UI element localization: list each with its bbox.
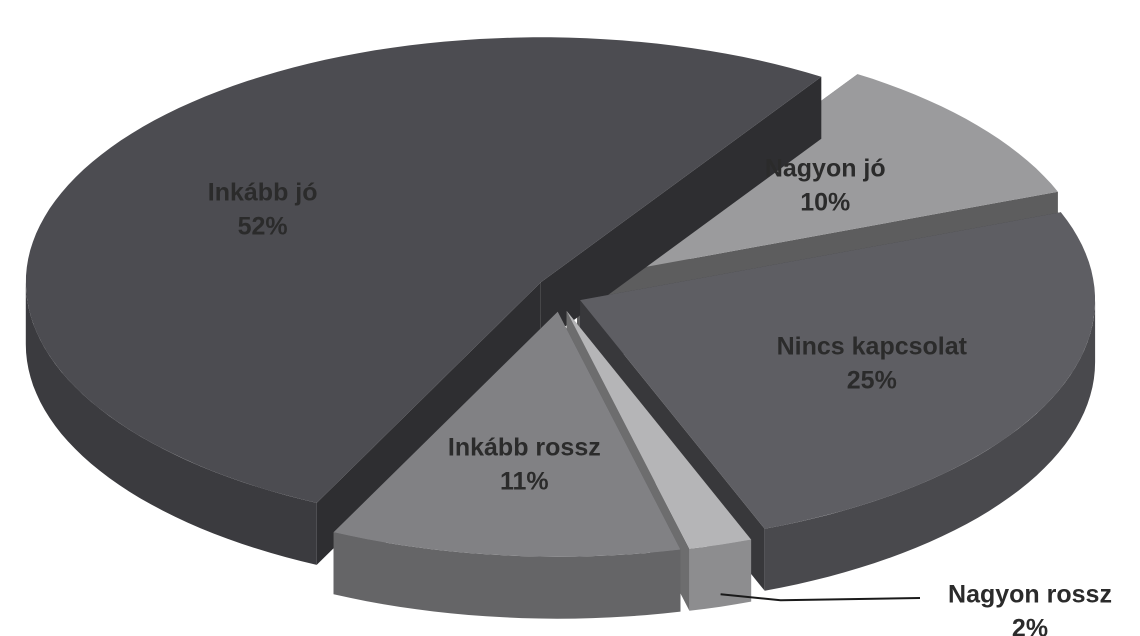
slice-label: Inkább rossz bbox=[448, 433, 601, 461]
slice-label: Inkább jó bbox=[208, 178, 318, 206]
slice-cut-face bbox=[540, 76, 822, 345]
leader-line bbox=[720, 593, 921, 602]
slice bbox=[25, 37, 822, 503]
slice-side bbox=[333, 532, 681, 619]
slice-value-label: 10% bbox=[800, 189, 850, 217]
slice-label: Nincs kapcsolat bbox=[777, 332, 968, 360]
slice-value-label: 52% bbox=[238, 212, 288, 240]
slice-value-label: 11% bbox=[500, 467, 549, 495]
slice-value-label: 2% bbox=[1012, 615, 1048, 636]
slice-side bbox=[764, 300, 1096, 591]
slice-value-label: 25% bbox=[847, 366, 897, 394]
slice bbox=[580, 212, 1095, 529]
slice bbox=[333, 311, 681, 557]
slice-side bbox=[689, 539, 752, 611]
slice-side bbox=[25, 282, 317, 565]
slice-label: Nagyon jó bbox=[765, 155, 886, 183]
slice-label: Nagyon rossz bbox=[948, 581, 1112, 609]
slice bbox=[566, 310, 752, 549]
